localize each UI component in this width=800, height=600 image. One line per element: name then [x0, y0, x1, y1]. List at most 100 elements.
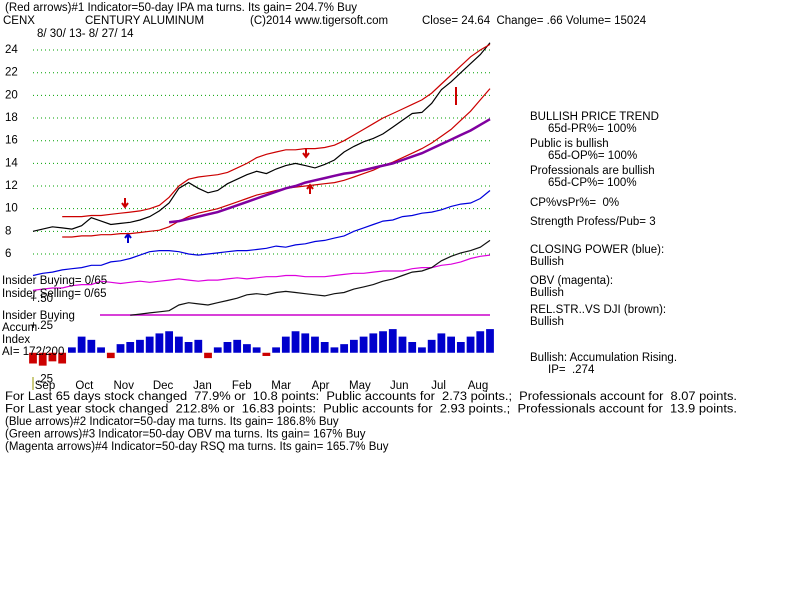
bar — [58, 352, 67, 364]
indicator-label: AI= 172/200 — [2, 346, 64, 358]
bar — [291, 331, 300, 353]
x-tick-label: Nov — [114, 380, 135, 392]
indicator-label: Insider Buying= 0/65 — [2, 275, 107, 287]
side-note: Public is bullish — [530, 138, 609, 150]
y-tick-label: 8 — [5, 225, 11, 237]
red-arrow — [302, 148, 310, 159]
bar — [136, 339, 144, 353]
bar — [466, 336, 475, 353]
x-tick-label: Feb — [232, 380, 252, 392]
red-arrow — [121, 198, 129, 209]
bar — [486, 329, 494, 353]
indicator-label: Insider Selling= 0/65 — [2, 288, 107, 300]
symbol: CENX — [3, 15, 35, 27]
side-note: 65d-PR%= 100% — [548, 123, 637, 135]
bar — [165, 331, 174, 353]
x-tick-label: May — [349, 380, 371, 392]
footer-line: (Blue arrows)#2 Indicator=50-day ma turn… — [5, 416, 339, 428]
x-tick-label: Sep — [35, 380, 55, 392]
bar — [330, 347, 339, 353]
bar — [272, 347, 280, 353]
y-tick-label: 16 — [5, 135, 18, 147]
bar — [116, 344, 125, 353]
side-note: 65d-CP%= 100% — [548, 177, 637, 189]
side-note: CP%vsPr%= 0% — [530, 197, 619, 209]
side-note: Bullish — [530, 256, 564, 268]
footer-line: (Magenta arrows)#4 Indicator=50-day RSQ … — [5, 441, 389, 453]
bar — [204, 352, 212, 359]
bar — [418, 347, 426, 353]
side-note: Strength Profess/Pub= 3 — [530, 216, 656, 228]
bar — [476, 331, 485, 353]
header-indicator: (Red arrows)#1 Indicator=50-day IPA ma t… — [5, 2, 357, 14]
bar — [213, 347, 222, 353]
y-tick-label: +.25 — [30, 320, 53, 332]
x-tick-label: Jan — [193, 380, 212, 392]
bar — [223, 342, 232, 353]
bar — [301, 333, 310, 353]
bar — [106, 352, 115, 359]
quote: Close= 24.64 Change= .66 Volume= 15024 — [422, 15, 647, 27]
bar — [379, 331, 387, 353]
side-note: CLOSING POWER (blue): — [530, 244, 664, 256]
bar — [281, 336, 290, 353]
bar — [408, 342, 417, 353]
bar — [155, 333, 164, 353]
bar — [447, 336, 455, 353]
indicator-label: Accum — [2, 322, 37, 334]
bar — [145, 336, 154, 353]
series-line — [130, 239, 491, 316]
y-tick-label: 24 — [5, 44, 18, 56]
x-tick-label: Oct — [75, 380, 94, 392]
footer-line: For Last year stock changed 212.8% or 16… — [5, 404, 737, 416]
y-tick-label: 6 — [5, 248, 11, 260]
side-note: BULLISH PRICE TREND — [530, 111, 659, 123]
bar — [252, 347, 261, 353]
side-note: OBV (magenta): — [530, 275, 613, 287]
y-tick-label: .25 — [37, 374, 53, 386]
side-note: REL.STR..VS DJI (brown): — [530, 304, 666, 316]
company: CENTURY ALUMINUM — [85, 15, 204, 27]
x-tick-label: Aug — [468, 380, 488, 392]
bar — [77, 336, 86, 353]
bar — [262, 352, 271, 356]
bar — [87, 339, 96, 353]
y-tick-label: 14 — [5, 157, 18, 169]
series-line — [62, 43, 491, 218]
indicator-label: Index — [2, 334, 30, 346]
side-note: Bullish — [530, 316, 564, 328]
bar — [126, 342, 135, 353]
bar — [437, 333, 446, 353]
bar — [184, 342, 193, 353]
copyright: (C)2014 www.tigersoft.com — [250, 15, 388, 27]
bar — [359, 336, 368, 353]
side-note: Bullish — [530, 287, 564, 299]
bar — [349, 339, 358, 353]
bar — [311, 336, 319, 353]
side-note: Bullish: Accumulation Rising. — [530, 352, 677, 364]
bar — [194, 339, 203, 353]
x-tick-label: Jul — [431, 380, 446, 392]
bar — [456, 342, 465, 353]
series-line — [32, 42, 491, 232]
indicator-label: Insider Buying — [2, 310, 75, 322]
footer-line: For Last 65 days stock changed 77.9% or … — [5, 391, 737, 403]
bar — [388, 329, 397, 353]
bar — [320, 342, 329, 353]
y-tick-label: 12 — [5, 180, 18, 192]
side-note: Professionals are bullish — [530, 165, 655, 177]
x-tick-label: Apr — [312, 380, 330, 392]
bar — [97, 347, 105, 353]
bar — [68, 347, 76, 353]
side-note: 65d-OP%= 100% — [548, 150, 637, 162]
bar — [340, 344, 349, 353]
bar — [174, 336, 183, 353]
series-line — [32, 254, 491, 291]
bar — [398, 336, 407, 353]
y-tick-label: 20 — [5, 89, 18, 101]
bar — [29, 352, 37, 364]
series-line — [32, 190, 491, 277]
bar — [427, 339, 436, 353]
